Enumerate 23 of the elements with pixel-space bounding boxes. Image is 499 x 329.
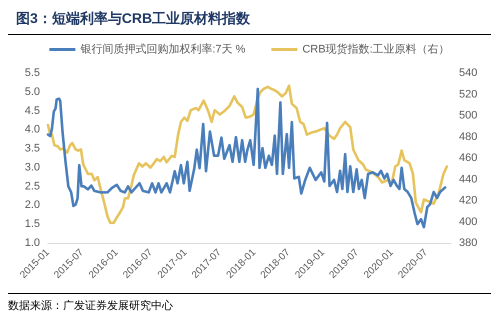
y-tick-label: 5.5 [24, 67, 40, 79]
y-tick-label: 1.0 [24, 237, 40, 249]
y2-tick-label: 460 [459, 152, 478, 164]
y-tick-label: 5.0 [24, 86, 40, 98]
y2-tick-label: 480 [459, 130, 478, 143]
legend-label: CRB现货指数:工业原料（右） [302, 42, 450, 56]
y-tick-label: 2.0 [24, 199, 40, 212]
chart-title: 图3：短端利率与CRB工业原材料指数 [8, 8, 491, 35]
y-tick-label: 3.5 [24, 142, 40, 155]
y-tick-label: 1.5 [24, 218, 40, 230]
y-tick-label: 3.0 [24, 161, 40, 174]
y2-tick-label: 500 [459, 110, 478, 122]
legend-label: 银行间质押式回购加权利率:7天 % [79, 42, 246, 56]
y2-tick-label: 380 [459, 237, 478, 249]
y-tick-label: 2.5 [24, 180, 40, 192]
y2-tick-label: 440 [459, 173, 478, 186]
y-tick-label: 4.5 [24, 104, 40, 117]
y2-tick-label: 540 [459, 67, 478, 79]
y2-tick-label: 400 [459, 216, 478, 228]
y-tick-label: 4.0 [24, 124, 40, 136]
y2-tick-label: 420 [459, 194, 478, 206]
source-note: 数据来源：广发证券发展研究中心 [8, 298, 174, 313]
y2-tick-label: 520 [459, 88, 478, 100]
